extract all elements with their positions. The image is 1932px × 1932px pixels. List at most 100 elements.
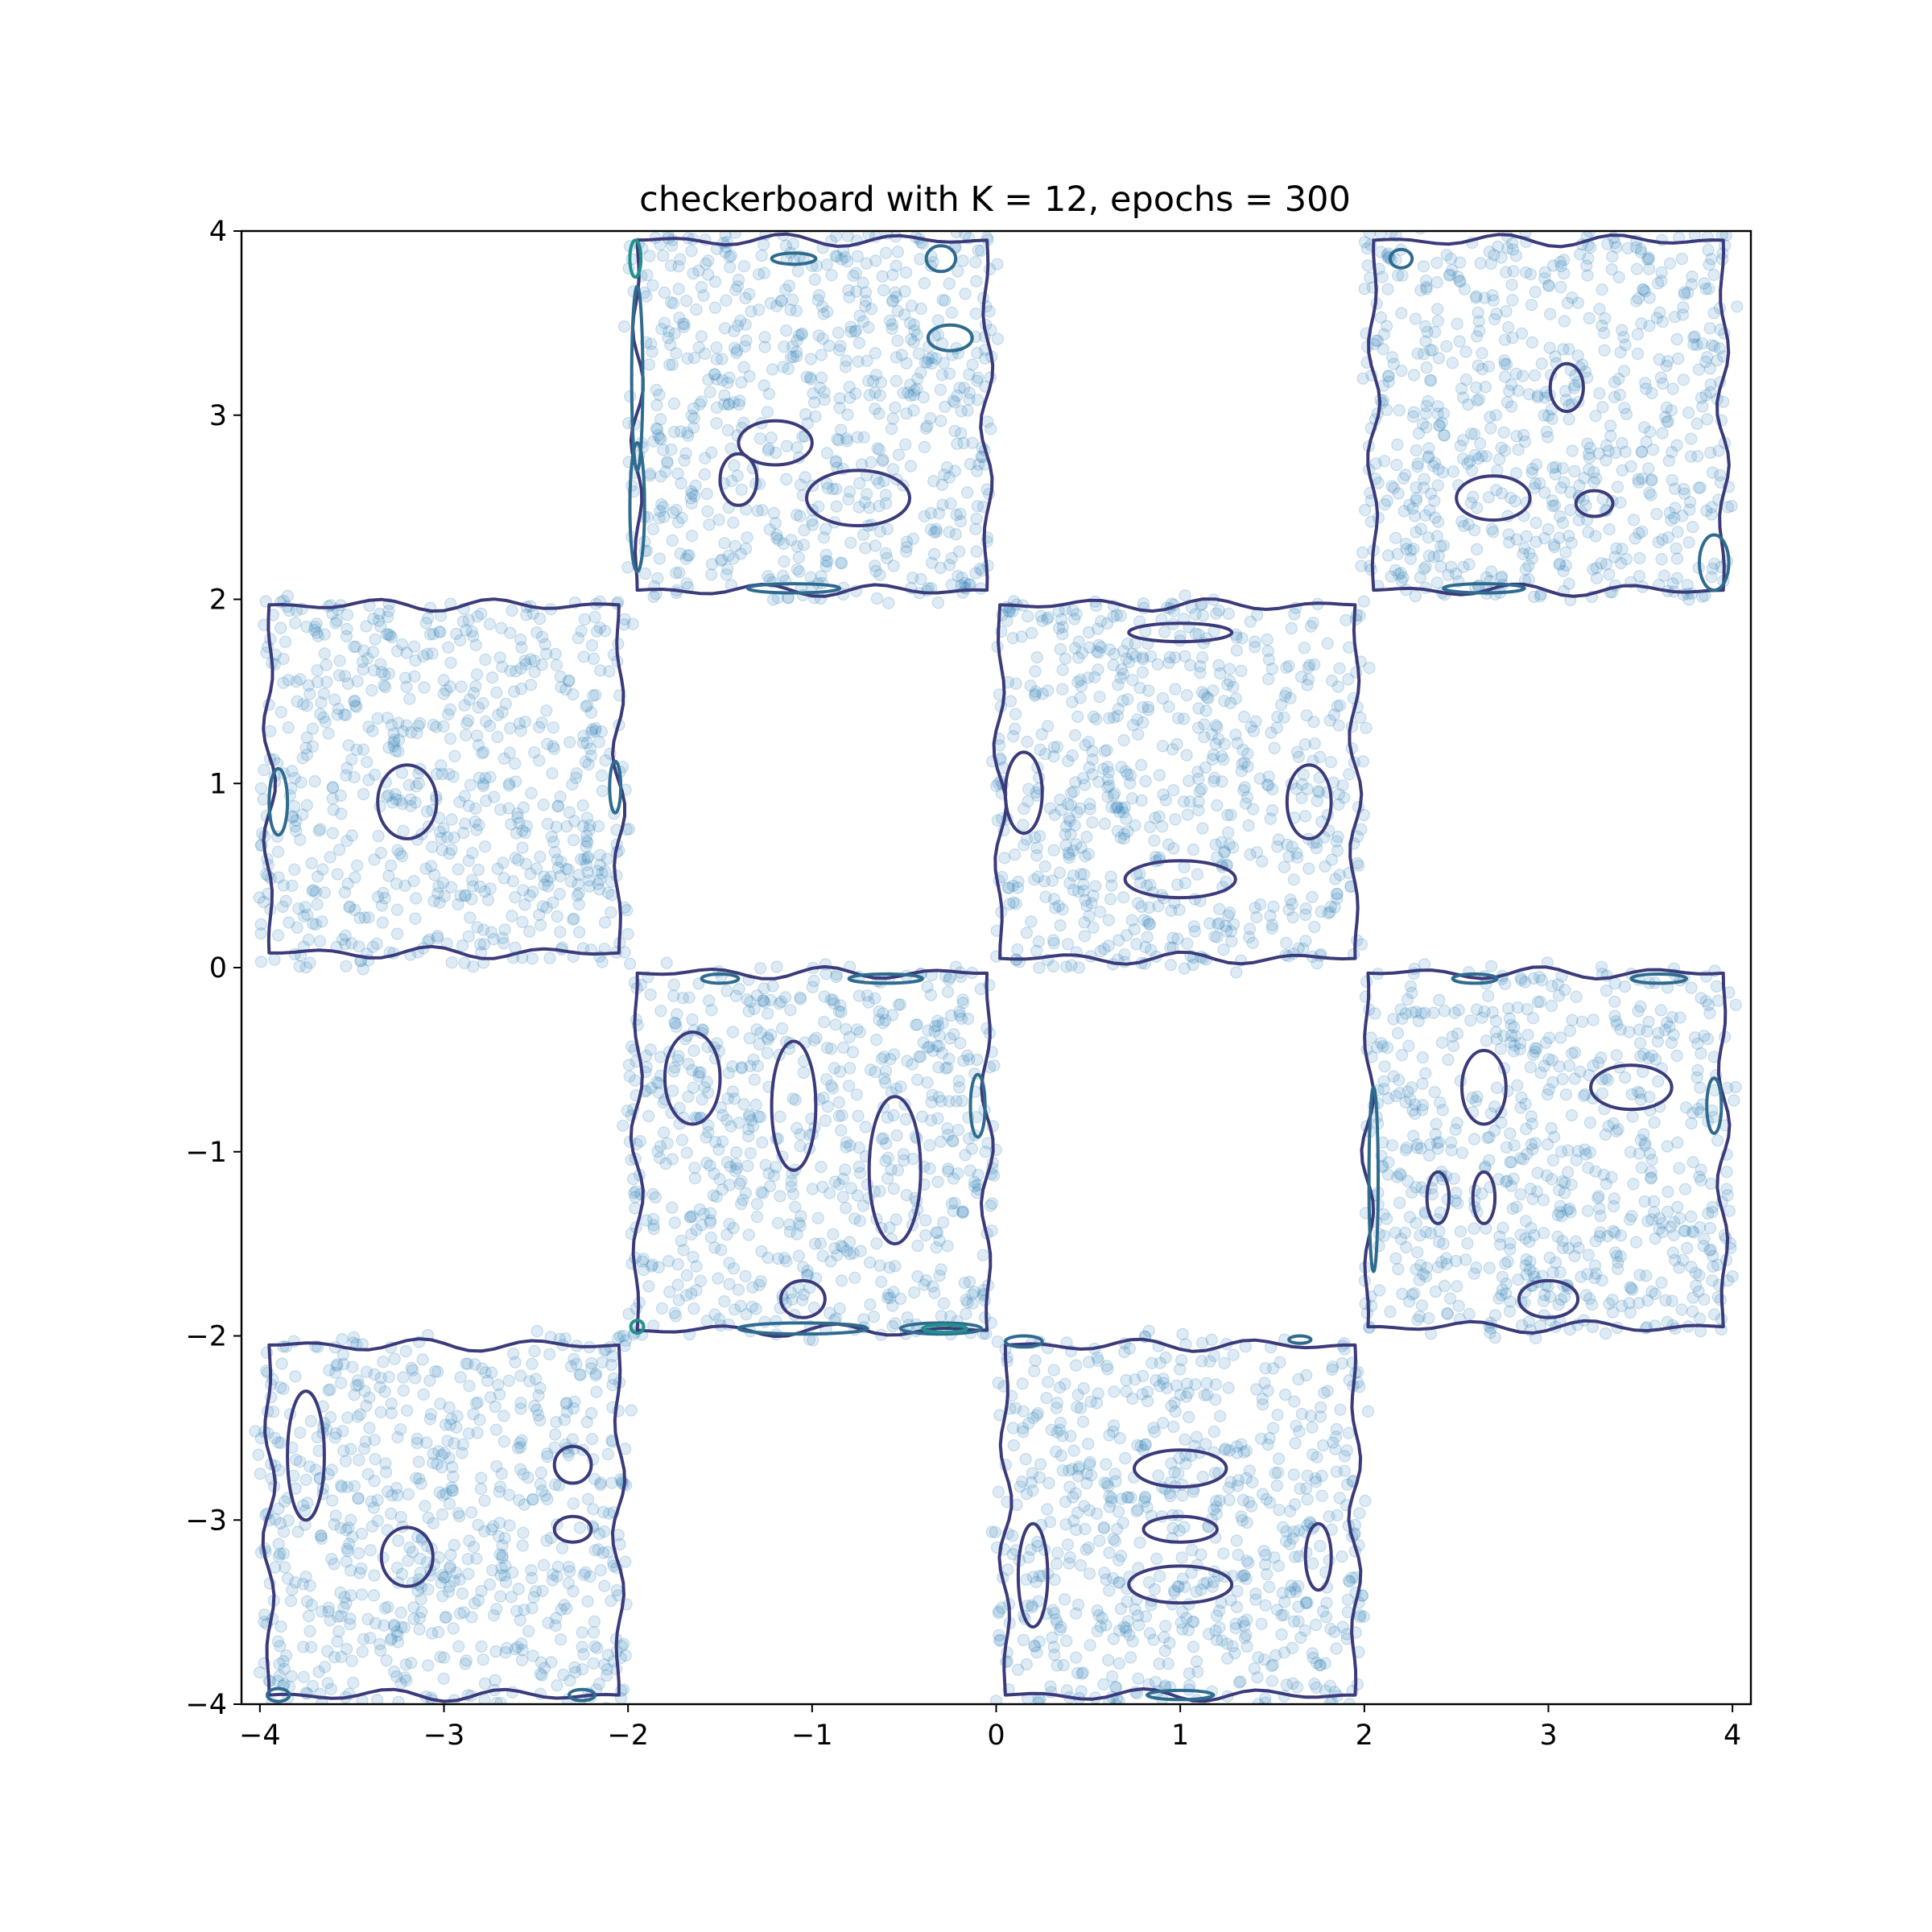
sample-point	[629, 1202, 642, 1215]
sample-point	[664, 296, 678, 309]
sample-point	[675, 1133, 689, 1146]
sample-point	[546, 1574, 559, 1587]
sample-point	[272, 929, 285, 942]
sample-point	[799, 407, 812, 421]
sample-point	[462, 930, 475, 943]
sample-point	[589, 688, 602, 702]
sample-point	[891, 304, 904, 317]
sample-point	[371, 1514, 384, 1527]
sample-point	[1380, 1212, 1393, 1225]
sample-point	[786, 1293, 799, 1307]
sample-point	[517, 801, 530, 814]
sample-point	[919, 422, 932, 435]
sample-point	[727, 1221, 740, 1235]
sample-point	[1662, 1205, 1674, 1219]
sample-point	[1531, 996, 1545, 1009]
sample-point	[1153, 769, 1166, 782]
sample-point	[780, 1255, 793, 1268]
sample-point	[733, 1177, 746, 1191]
sample-point	[308, 774, 321, 788]
sample-point	[1009, 898, 1022, 910]
sample-point	[645, 337, 658, 350]
sample-point	[1692, 481, 1705, 494]
sample-point	[580, 811, 594, 824]
sample-point	[298, 910, 311, 923]
sample-point	[519, 658, 532, 671]
sample-point	[681, 426, 694, 440]
sample-point	[585, 1432, 599, 1446]
sample-point	[1192, 772, 1205, 786]
sample-point	[493, 1590, 507, 1603]
sample-point	[365, 683, 378, 697]
sample-point	[1381, 369, 1395, 383]
sample-point	[1590, 472, 1603, 485]
sample-point	[950, 508, 963, 522]
sample-point	[777, 361, 790, 374]
sample-point	[1546, 412, 1558, 426]
sample-point	[1135, 758, 1148, 772]
sample-point	[1706, 1200, 1719, 1214]
sample-point	[1478, 1005, 1491, 1018]
sample-point	[900, 357, 913, 369]
sample-point	[290, 814, 303, 827]
sample-point	[870, 592, 884, 605]
sample-point	[900, 407, 913, 420]
sample-point	[533, 720, 546, 734]
sample-point	[289, 617, 302, 630]
sample-point	[1440, 340, 1453, 353]
sample-point	[877, 1051, 890, 1063]
sample-point	[1553, 1060, 1566, 1073]
sample-point	[1402, 498, 1416, 511]
sample-point	[774, 1110, 786, 1123]
sample-point	[921, 1041, 935, 1055]
sample-point	[794, 510, 807, 522]
sample-point	[455, 680, 468, 693]
sample-point	[857, 528, 870, 542]
sample-point	[1385, 570, 1397, 583]
sample-point	[1422, 531, 1435, 544]
sample-point	[895, 349, 908, 361]
sample-point	[862, 321, 875, 334]
sample-point	[350, 743, 363, 756]
sample-point	[758, 331, 771, 344]
sample-point	[1641, 1215, 1654, 1228]
sample-point	[847, 270, 860, 283]
sample-point	[490, 1603, 503, 1616]
sample-point	[1086, 753, 1099, 766]
sample-point	[1698, 277, 1711, 290]
sample-point	[1696, 400, 1709, 413]
sample-point	[525, 786, 538, 800]
sample-point	[860, 488, 873, 501]
sample-point	[887, 1182, 900, 1195]
sample-point	[355, 1588, 369, 1601]
sample-point	[1691, 449, 1704, 463]
sample-point	[341, 622, 353, 636]
sample-point	[1720, 1183, 1733, 1195]
sample-point	[581, 836, 594, 849]
sample-point	[1500, 305, 1513, 318]
sample-point	[738, 340, 752, 353]
sample-point	[472, 863, 485, 877]
sample-point	[1593, 387, 1606, 400]
sample-point	[944, 497, 957, 510]
sample-point	[792, 551, 805, 564]
sample-point	[792, 1249, 805, 1262]
sample-point	[889, 286, 902, 299]
sample-point	[1153, 810, 1166, 823]
sample-point	[1497, 1030, 1510, 1042]
sample-point	[1428, 1086, 1442, 1099]
sample-point	[904, 389, 917, 402]
sample-point	[1070, 608, 1083, 621]
sample-point	[890, 374, 902, 387]
sample-point	[493, 1388, 506, 1401]
sample-point	[322, 727, 335, 740]
sample-point	[1642, 462, 1655, 475]
sample-point	[312, 1666, 325, 1678]
sample-point	[1384, 1305, 1397, 1319]
sample-point	[1373, 1228, 1385, 1241]
sample-point	[340, 769, 353, 782]
sample-point	[1571, 349, 1584, 362]
sample-point	[998, 852, 1011, 865]
sample-point	[329, 1509, 342, 1522]
sample-point	[1410, 444, 1423, 457]
